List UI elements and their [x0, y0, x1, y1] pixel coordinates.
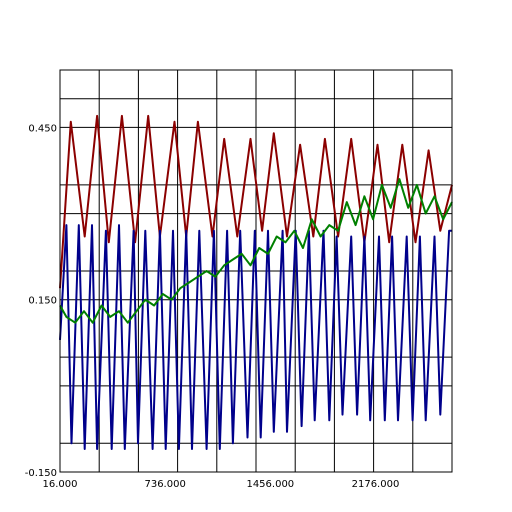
- y-tick-label: 0.450: [28, 123, 57, 134]
- tick-labels: 16.000 736.000 1456.000 2176.000 0.450 0.150 -…: [25, 123, 400, 490]
- series-line-3: [59, 178, 453, 324]
- y-tick-label: -0.150: [25, 468, 57, 479]
- x-tick-label: 2176.000: [352, 479, 400, 490]
- x-tick-label: 1456.000: [246, 479, 294, 490]
- plot-frame: [59, 69, 453, 473]
- y-tick-label: 0.150: [28, 296, 57, 307]
- x-tick-label: 16.000: [43, 479, 78, 490]
- x-tick-label: 736.000: [144, 479, 185, 490]
- series-line-2: [59, 224, 452, 450]
- series-layer: [59, 114, 453, 450]
- series-line-1: [59, 114, 453, 289]
